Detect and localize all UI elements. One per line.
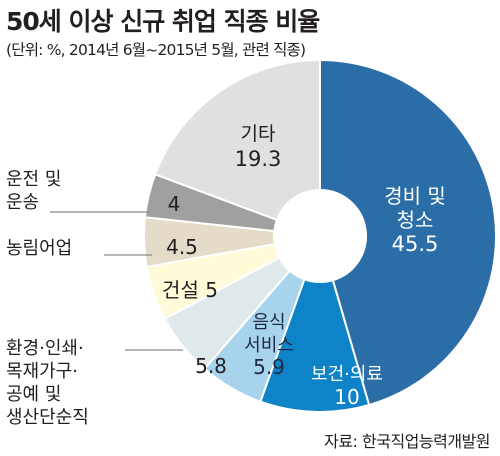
slice-value-label: 10: [334, 385, 359, 409]
outside-category-label: 농림어업: [6, 238, 72, 259]
chart-title: 50세 이상 신규 취업 직종 비율: [6, 7, 320, 36]
leader-lines: [50, 211, 183, 351]
slice-value-label: 건설 5: [162, 278, 218, 302]
slice-category-label: 청소: [397, 208, 434, 232]
slice-category-label: 음식: [252, 312, 285, 333]
slice-value-label: 19.3: [235, 147, 282, 171]
slice-category-label: 서비스: [244, 335, 294, 356]
slice-value-label: 5.9: [253, 355, 285, 379]
outside-category-label: 운송: [6, 192, 39, 213]
outside-category-label: 운전 및: [6, 169, 61, 190]
slice-category-label: 기타: [241, 123, 276, 145]
slice-category-label: 보건·의료: [311, 364, 383, 385]
slice-value-label: 45.5: [392, 232, 439, 256]
slice-value-label: 4: [168, 192, 181, 216]
slice-value-label: 5.8: [195, 354, 227, 378]
source-note: 자료: 한국직업능력개발원: [324, 432, 490, 451]
slice-value-label: 4.5: [166, 235, 198, 259]
donut-slice: [153, 58, 321, 222]
outside-category-label: 생산단순직: [6, 407, 89, 428]
donut-slice: [319, 58, 497, 407]
chart-subtitle: (단위: %, 2014년 6월~2015년 5월, 관련 직종): [6, 41, 306, 59]
donut-slices: [143, 58, 497, 413]
donut-slice: [259, 278, 371, 413]
outside-category-label: 공예 및: [6, 384, 61, 405]
slice-category-label: 경비 및: [384, 184, 446, 208]
outside-category-label: 목재가구·: [6, 361, 78, 382]
outside-category-label: 환경·인쇄·: [6, 338, 84, 359]
